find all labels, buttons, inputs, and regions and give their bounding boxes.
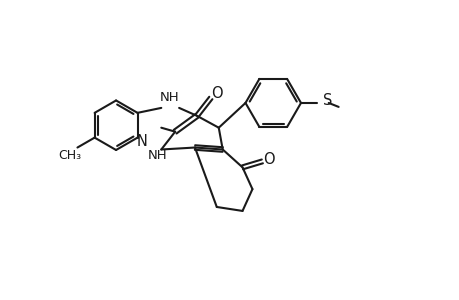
Text: NH: NH — [159, 91, 179, 104]
Text: NH: NH — [147, 149, 167, 162]
Text: CH₃: CH₃ — [58, 149, 81, 162]
Text: S: S — [322, 94, 331, 109]
Text: O: O — [263, 152, 274, 167]
Text: N: N — [137, 134, 148, 149]
Text: O: O — [211, 85, 222, 100]
